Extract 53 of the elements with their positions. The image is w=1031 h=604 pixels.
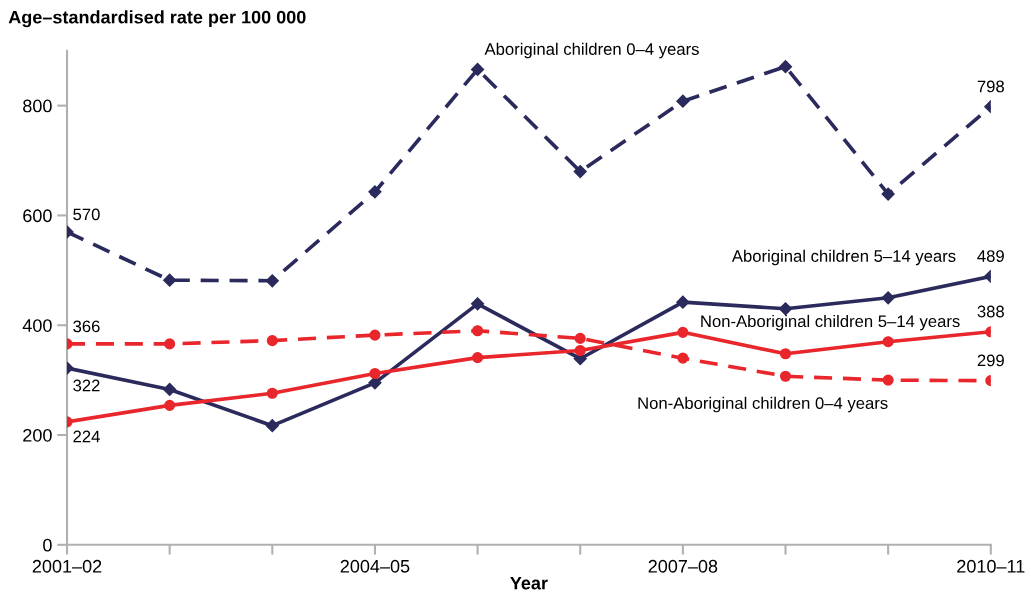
point [882,336,894,348]
point [778,60,793,74]
point [881,291,895,305]
point [574,344,586,357]
x-tick-label: 2010–11 [957,559,1025,573]
data-label: 798 [977,80,1004,93]
point [574,332,586,344]
y-tick-label: 600 [23,209,52,223]
y-tick-label: 200 [23,428,52,442]
series-label: Non-Aboriginal children 0–4 years [638,396,888,413]
point [472,352,484,364]
point [266,335,278,347]
x-tick-label: 2004–05 [340,559,410,573]
point [265,274,279,288]
data-label: 366 [73,320,100,333]
x-tick-label: 2007–08 [648,559,718,573]
point [164,399,176,411]
point [472,325,484,337]
y-tick-label: 800 [23,99,52,113]
data-label: 224 [73,430,100,443]
point [676,295,690,309]
x-tick-label: 2001–02 [32,559,102,573]
series-label: Non-Aboriginal children 5–14 years [701,314,960,331]
y-tick-label: 0 [43,538,52,552]
data-label: 570 [73,208,100,221]
point [779,370,792,382]
point [676,94,690,108]
point [369,367,381,380]
data-label: 322 [73,379,100,392]
data-label: 388 [977,305,1004,318]
point [882,374,894,386]
point [266,387,278,399]
point [573,164,587,179]
point [265,419,279,433]
point [163,273,177,287]
point [164,338,176,350]
x-axis-title: Year [510,576,548,590]
point [369,329,381,341]
point [163,382,177,397]
point [470,62,485,76]
data-label: 299 [977,354,1004,367]
point [779,348,792,360]
point [677,352,689,364]
point [881,187,895,201]
point [778,302,793,316]
y-axis-title: Age–standardised rate per 100 000 [8,10,306,28]
point [368,185,382,199]
series-label: Aboriginal children 5–14 years [731,249,956,266]
point [677,326,689,338]
series-label: Aboriginal children 0–4 years [484,42,699,59]
point [470,297,485,311]
data-label: 489 [977,250,1004,262]
y-tick-label: 400 [22,319,52,332]
